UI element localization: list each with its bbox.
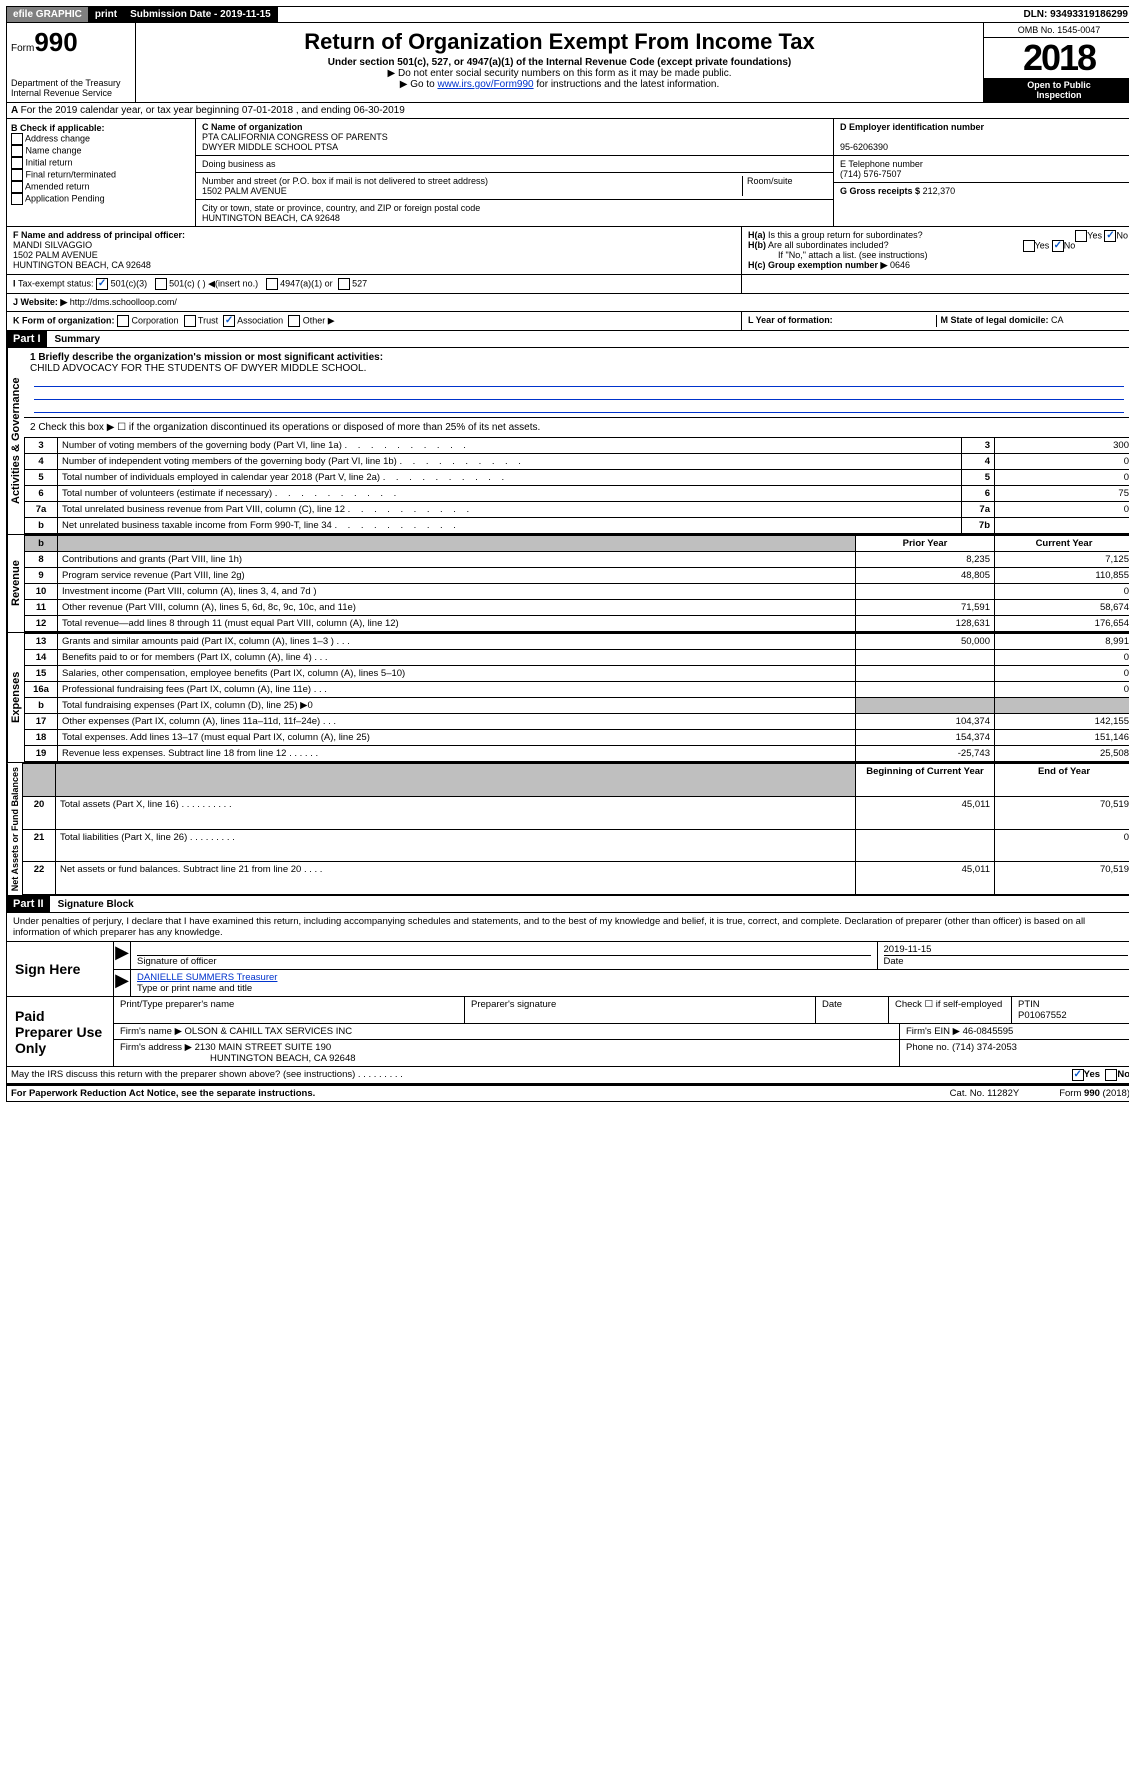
sign-here-block: Sign Here ▶ Signature of officer 2019-11…	[6, 942, 1129, 997]
box-g: G Gross receipts $ 212,370	[834, 183, 1129, 199]
mission-text: CHILD ADVOCACY FOR THE STUDENTS OF DWYER…	[30, 363, 1128, 374]
open-inspection: Open to PublicInspection	[984, 78, 1129, 102]
instruction-1: ▶ Do not enter social security numbers o…	[140, 68, 979, 79]
self-employed-check[interactable]: Check ☐ if self-employed	[889, 997, 1012, 1023]
firm-address: Firm's address ▶ 2130 MAIN STREET SUITE …	[114, 1040, 900, 1066]
omb-number: OMB No. 1545-0047	[984, 23, 1129, 38]
check-501c3[interactable]	[96, 278, 108, 290]
preparer-sig-hdr: Preparer's signature	[465, 997, 816, 1023]
dept-treasury: Department of the Treasury	[11, 78, 131, 88]
revenue-section: Revenue bPrior YearCurrent Year8Contribu…	[6, 535, 1129, 633]
firm-name: Firm's name ▶ OLSON & CAHILL TAX SERVICE…	[114, 1024, 900, 1039]
preparer-name-hdr: Print/Type preparer's name	[114, 997, 465, 1023]
check-application-pending[interactable]: Application Pending	[11, 193, 191, 205]
box-i: I Tax-exempt status: 501(c)(3) 501(c) ( …	[6, 275, 1129, 294]
print-button[interactable]: print	[89, 7, 124, 22]
form-header: Form990 Department of the Treasury Inter…	[6, 23, 1129, 103]
check-address-change[interactable]: Address change	[11, 133, 191, 145]
governance-vlabel: Activities & Governance	[7, 348, 24, 534]
check-final-return[interactable]: Final return/terminated	[11, 169, 191, 181]
check-association[interactable]	[223, 315, 235, 327]
preparer-date-hdr: Date	[816, 997, 889, 1023]
paid-preparer-block: Paid Preparer Use Only Print/Type prepar…	[6, 997, 1129, 1067]
dln-label: DLN: 93493319186299	[1017, 7, 1129, 22]
expenses-vlabel: Expenses	[7, 633, 24, 762]
efile-label: efile GRAPHIC	[7, 7, 89, 22]
signature-label: Signature of officer	[137, 955, 871, 967]
paid-preparer-label: Paid Preparer Use Only	[7, 997, 114, 1066]
footer-notice: For Paperwork Reduction Act Notice, see …	[6, 1084, 1129, 1102]
line-1-label: 1 Briefly describe the organization's mi…	[30, 352, 1128, 363]
ptin-cell: PTINP01067552	[1012, 997, 1129, 1023]
name-title-label: Type or print name and title	[137, 983, 1128, 994]
expenses-table: 13Grants and similar amounts paid (Part …	[24, 633, 1129, 762]
form-subtitle: Under section 501(c), 527, or 4947(a)(1)…	[140, 57, 979, 68]
form-ref: Form 990 (2018)	[1059, 1088, 1129, 1099]
room-suite-label: Room/suite	[742, 176, 827, 196]
box-h: H(a) Is this a group return for subordin…	[742, 227, 1129, 274]
entity-info-block: B Check if applicable: Address change Na…	[6, 119, 1129, 227]
discuss-yes-check[interactable]	[1072, 1069, 1084, 1081]
perjury-statement: Under penalties of perjury, I declare th…	[6, 913, 1129, 942]
box-e: E Telephone number(714) 576-7507	[834, 156, 1129, 183]
top-bar: efile GRAPHIC print Submission Date - 20…	[6, 6, 1129, 23]
box-c-city: City or town, state or province, country…	[196, 200, 833, 226]
part-i-header: Part I Summary	[6, 331, 1129, 348]
box-f: F Name and address of principal officer:…	[7, 227, 742, 274]
netassets-section: Net Assets or Fund Balances Beginning of…	[6, 763, 1129, 896]
governance-table: 3Number of voting members of the governi…	[24, 437, 1129, 534]
arrow-icon: ▶	[114, 942, 131, 969]
check-amended[interactable]: Amended return	[11, 181, 191, 193]
box-d: D Employer identification number95-62063…	[834, 119, 1129, 156]
check-name-change[interactable]: Name change	[11, 145, 191, 157]
firm-phone: Phone no. (714) 374-2053	[900, 1040, 1129, 1066]
governance-section: Activities & Governance 1 Briefly descri…	[6, 348, 1129, 535]
part-ii-header: Part II Signature Block	[6, 896, 1129, 913]
box-j: J Website: ▶ http://dms.schoolloop.com/	[6, 294, 1129, 312]
sign-date: 2019-11-15	[884, 944, 1129, 955]
tax-year: 2018	[984, 38, 1129, 78]
form-number: 990	[34, 27, 77, 57]
box-c-dba: Doing business as	[196, 156, 833, 173]
discuss-row: May the IRS discuss this return with the…	[6, 1067, 1129, 1084]
line-2: 2 Check this box ▶ ☐ if the organization…	[24, 418, 1129, 437]
website-url[interactable]: http://dms.schoolloop.com/	[70, 297, 177, 307]
netassets-table: Beginning of Current YearEnd of Year20To…	[22, 763, 1129, 895]
submission-date: Submission Date - 2019-11-15	[124, 7, 278, 22]
irs-link[interactable]: www.irs.gov/Form990	[437, 79, 533, 90]
firm-ein: Firm's EIN ▶ 46-0845595	[900, 1024, 1129, 1039]
arrow-icon: ▶	[114, 970, 131, 996]
netassets-vlabel: Net Assets or Fund Balances	[7, 763, 22, 895]
date-label: Date	[884, 955, 1129, 967]
dept-irs: Internal Revenue Service	[11, 88, 131, 98]
expenses-section: Expenses 13Grants and similar amounts pa…	[6, 633, 1129, 763]
revenue-table: bPrior YearCurrent Year8Contributions an…	[24, 535, 1129, 632]
officer-group-row: F Name and address of principal officer:…	[6, 227, 1129, 275]
box-b-label: B Check if applicable:	[11, 123, 191, 133]
check-initial-return[interactable]: Initial return	[11, 157, 191, 169]
box-c-name: C Name of organization PTA CALIFORNIA CO…	[196, 119, 833, 156]
officer-name: DANIELLE SUMMERS Treasurer	[137, 972, 1128, 983]
line-a: A For the 2019 calendar year, or tax yea…	[6, 103, 1129, 119]
instruction-2: ▶ Go to www.irs.gov/Form990 for instruct…	[140, 79, 979, 90]
box-b: B Check if applicable: Address change Na…	[7, 119, 196, 226]
box-c-address: Number and street (or P.O. box if mail i…	[196, 173, 833, 200]
form-title: Return of Organization Exempt From Incom…	[140, 29, 979, 55]
box-klm: K Form of organization: Corporation Trus…	[6, 312, 1129, 331]
discuss-no-check[interactable]	[1105, 1069, 1117, 1081]
form-word: Form	[11, 43, 34, 54]
sign-here-label: Sign Here	[7, 942, 114, 996]
revenue-vlabel: Revenue	[7, 535, 24, 632]
